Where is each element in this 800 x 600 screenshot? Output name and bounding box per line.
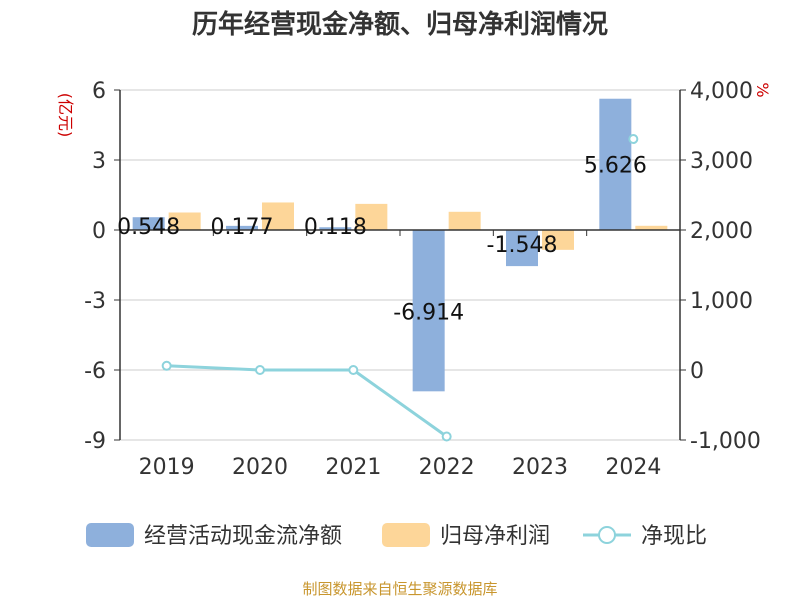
left-tick-label: -6 (84, 359, 106, 384)
left-tick-label: -9 (84, 429, 106, 454)
right-tick-label: 1,000 (690, 289, 753, 314)
left-tick-label: 0 (92, 219, 106, 244)
legend-label-ratio: 净现比 (641, 524, 707, 549)
chart-title: 历年经营现金净额、归母净利润情况 (192, 9, 608, 40)
bar-cash-flow-2020 (226, 225, 258, 230)
x-tick-label: 2023 (512, 455, 568, 480)
bar-net-profit-2023 (542, 230, 574, 250)
x-tick-label: 2021 (325, 455, 381, 480)
bar-net-profit-2021 (355, 203, 388, 230)
bar-net-profit-2022 (448, 211, 481, 230)
bar-cash-flow-2024 (599, 98, 632, 230)
ratio-point-2019 (161, 360, 172, 371)
right-tick-label: 4,000 (690, 79, 753, 104)
ratio-point-2020 (255, 365, 265, 375)
legend-swatch-ratio-marker (598, 526, 616, 544)
left-tick-label: -3 (84, 289, 106, 314)
left-axis-unit: (亿元) (56, 93, 75, 138)
data-labels: 0.548 0.177 0.118 -6.914 -1.548 5.626 (117, 154, 647, 326)
axes: 6 3 0 -3 -6 -9 4,000 3,000 2,000 1,000 0 -1,000 2019… (84, 79, 761, 480)
left-tick-label: 6 (92, 79, 106, 104)
legend-swatch-net-profit (382, 523, 430, 547)
legend-label-net-profit: 归母净利润 (440, 524, 550, 549)
data-label-cash-flow: 0.118 (304, 215, 367, 240)
bar-net-profit-2024 (635, 225, 668, 230)
x-tick-label: 2020 (232, 455, 288, 480)
ratio-line-segment (166, 364, 448, 438)
data-label-cash-flow: 0.548 (117, 215, 180, 240)
right-tick-label: 3,000 (690, 149, 753, 174)
x-tick-label: 2019 (139, 455, 195, 480)
legend-label-cash-flow: 经营活动现金流净额 (144, 524, 342, 549)
legend[interactable]: 经营活动现金流净额 归母净利润 净现比 (86, 523, 707, 549)
bar-cash-flow-2019 (132, 217, 165, 230)
bar-cash-flow-2022 (412, 230, 445, 392)
bar-net-profit-2020 (262, 202, 294, 230)
right-tick-label: 2,000 (690, 219, 753, 244)
gridlines (120, 89, 680, 441)
ratio-point-2022 (441, 431, 452, 442)
right-tick-label: 0 (690, 359, 704, 384)
data-label-cash-flow: -6.914 (393, 300, 464, 325)
bar-cash-flow-2023 (506, 230, 538, 267)
ratio-point-2024 (628, 134, 639, 144)
x-tick-label: 2024 (605, 455, 661, 480)
bar-cash-flow-2021 (319, 227, 352, 230)
left-tick-label: 3 (92, 149, 106, 174)
data-label-cash-flow: 5.626 (584, 154, 647, 179)
data-label-cash-flow: -1.548 (487, 233, 558, 258)
bar-net-profit-2019 (168, 212, 201, 230)
data-source: 制图数据来自恒生聚源数据库 (302, 580, 497, 598)
right-axis-unit: % (753, 82, 772, 97)
line-series (161, 134, 639, 442)
x-tick-label: 2022 (419, 455, 475, 480)
data-label-cash-flow: 0.177 (211, 215, 274, 240)
right-tick-label: -1,000 (690, 429, 761, 454)
bar-series (132, 98, 668, 392)
legend-swatch-cash-flow (86, 523, 134, 547)
ratio-point-2021 (348, 365, 359, 375)
